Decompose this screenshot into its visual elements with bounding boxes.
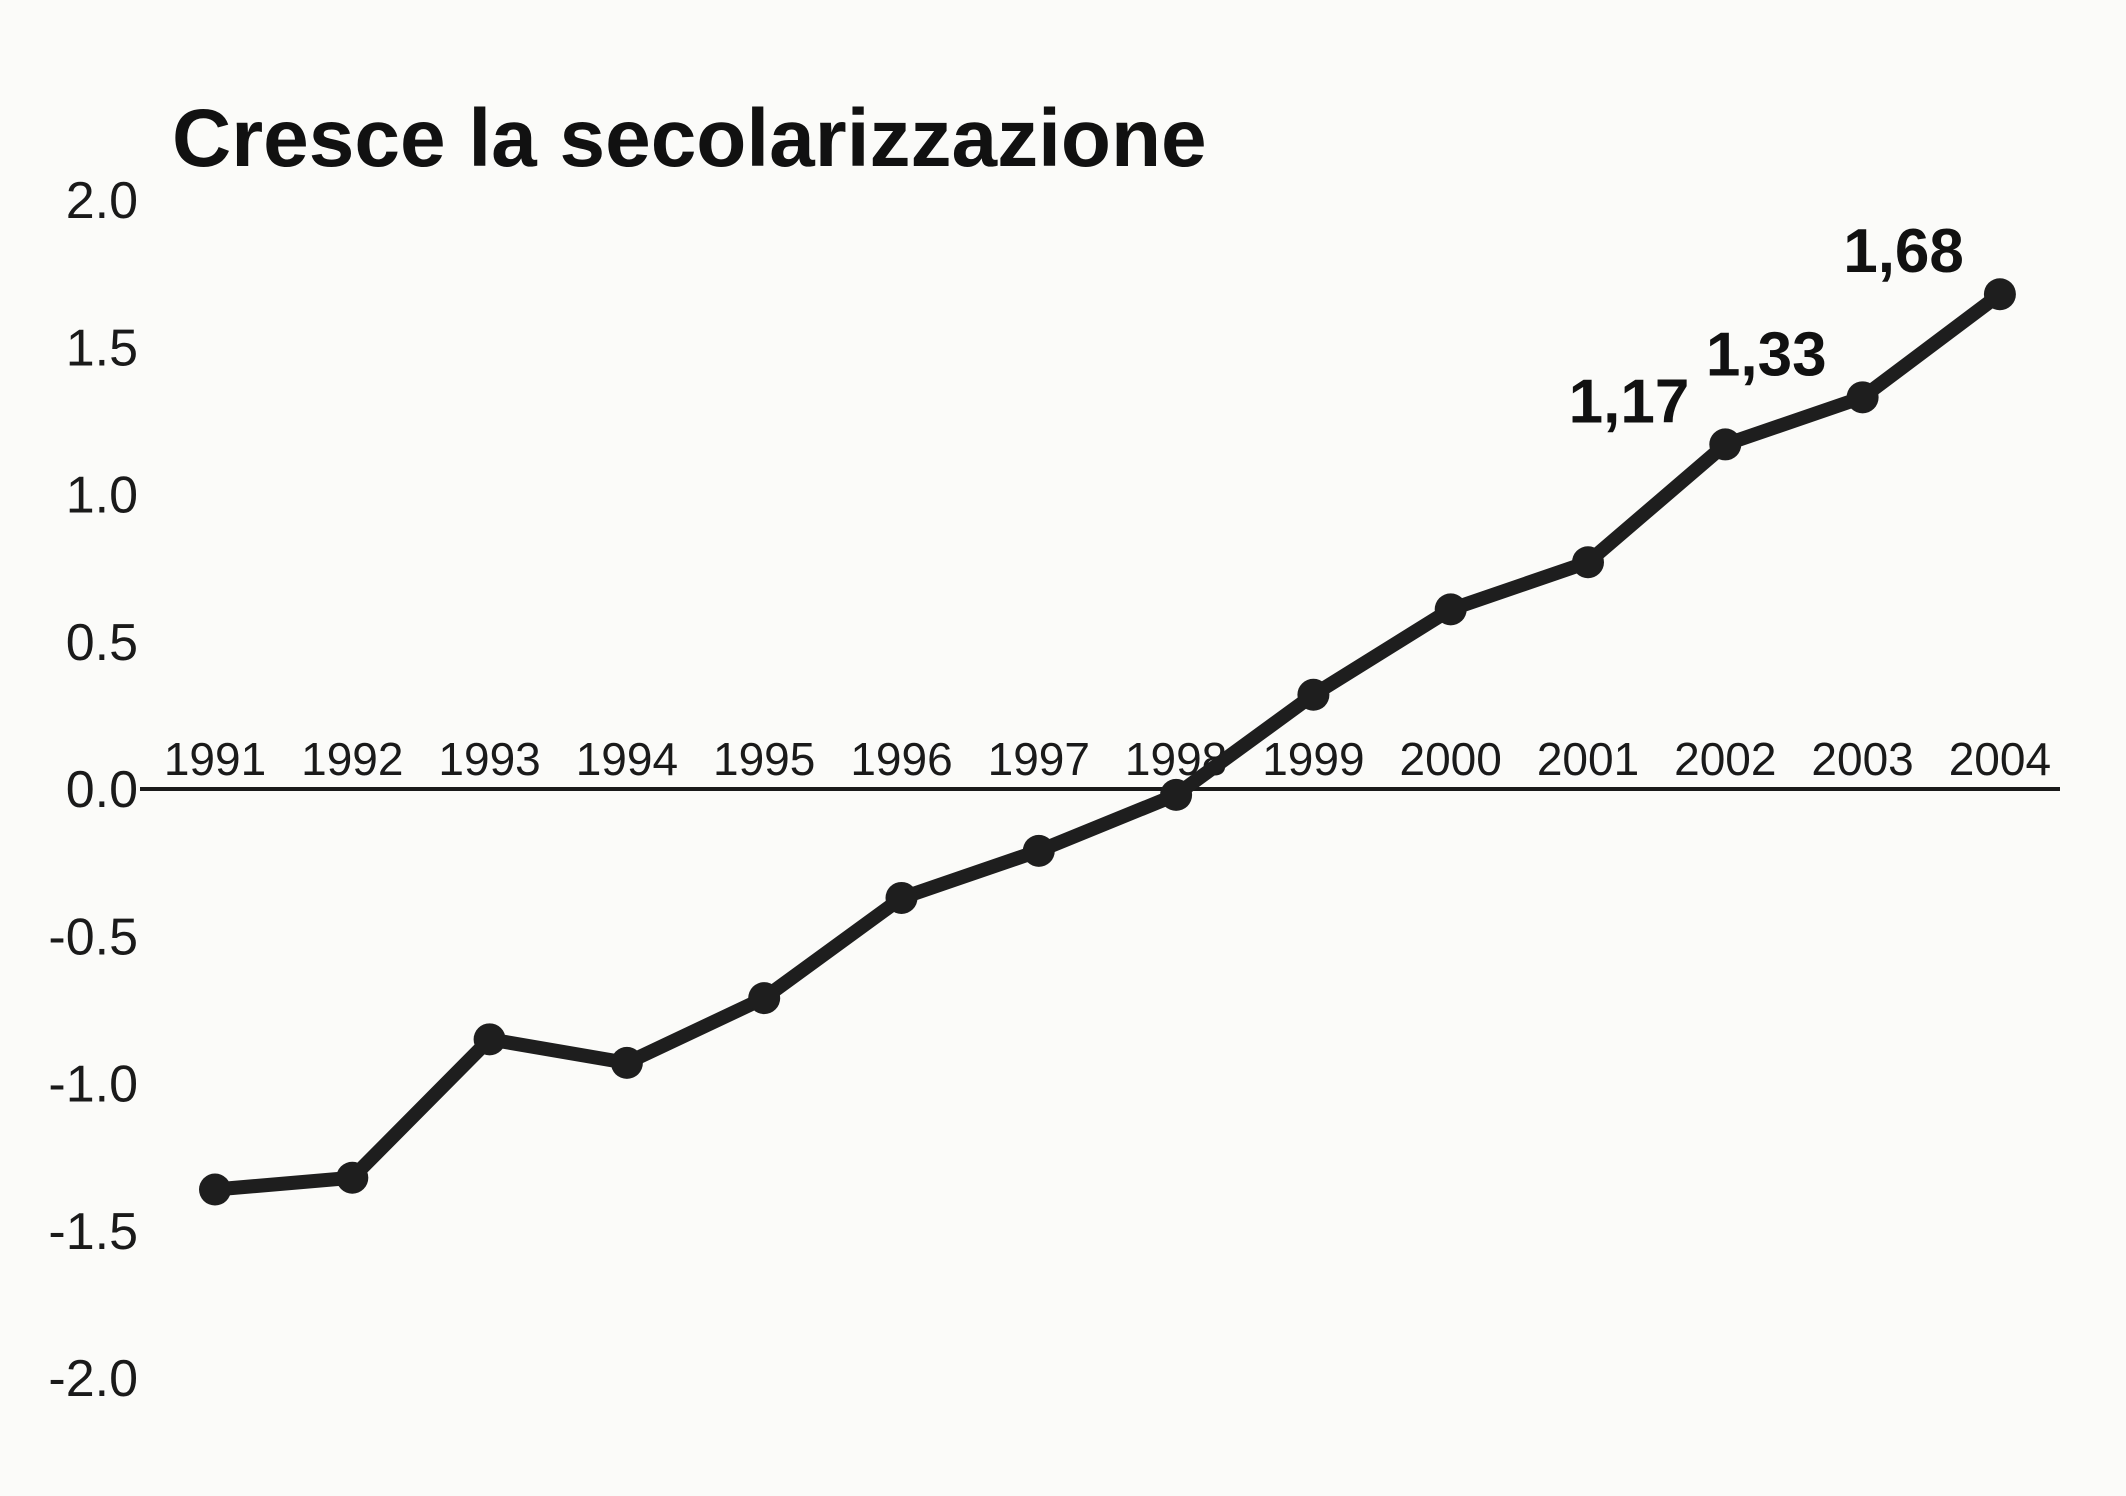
- chart-title: Cresce la secolarizzazione: [172, 93, 1207, 184]
- y-tick-label: -2.0: [48, 1350, 138, 1408]
- y-axis-ticks: 2.0 1.5 1.0 0.5 0.0 -0.5 -1.0 -1.5 -2.0: [48, 172, 138, 1408]
- x-tick-label: 2001: [1537, 733, 1639, 785]
- data-point: [610, 1046, 643, 1079]
- data-point: [1983, 278, 2016, 311]
- x-tick-label: 2004: [1949, 733, 2051, 785]
- x-axis-ticks: 1991 1992 1993 1994 1995 1996 1997 1998 1999 2000…: [164, 733, 2051, 785]
- y-tick-label: 1.5: [66, 319, 138, 377]
- data-label: 1,68: [1843, 217, 1964, 286]
- data-point: [473, 1023, 506, 1056]
- y-tick-label: 0.5: [66, 614, 138, 672]
- data-labels: 1,171,331,68: [1569, 217, 1964, 436]
- y-tick-label: -1.5: [48, 1203, 138, 1261]
- x-tick-label: 1992: [301, 733, 403, 785]
- data-points: [199, 278, 2016, 1206]
- data-point: [1846, 381, 1879, 414]
- data-point: [1709, 428, 1742, 461]
- x-tick-label: 1997: [988, 733, 1090, 785]
- data-point: [336, 1161, 369, 1194]
- y-tick-label: -0.5: [48, 908, 138, 966]
- data-label: 1,17: [1569, 367, 1690, 436]
- x-tick-label: 1999: [1262, 733, 1364, 785]
- x-tick-label: 2003: [1811, 733, 1913, 785]
- y-tick-label: 0.0: [66, 761, 138, 819]
- data-point: [1022, 834, 1055, 867]
- data-label: 1,33: [1706, 320, 1827, 389]
- data-point: [885, 881, 918, 914]
- series-line: [208, 287, 2007, 1197]
- data-point: [1160, 778, 1193, 811]
- data-point: [1572, 546, 1604, 579]
- x-tick-label: 2000: [1400, 733, 1502, 785]
- data-point: [1434, 593, 1467, 626]
- y-tick-label: 1.0: [66, 467, 138, 525]
- data-point: [1297, 678, 1330, 711]
- data-point: [199, 1173, 231, 1206]
- y-tick-label: -1.0: [48, 1056, 138, 1114]
- y-tick-label: 2.0: [66, 172, 138, 230]
- data-point: [748, 982, 781, 1015]
- x-tick-label: 1996: [850, 733, 952, 785]
- x-tick-label: 1991: [164, 733, 266, 785]
- x-tick-label: 1994: [576, 733, 678, 785]
- x-tick-label: 1993: [438, 733, 540, 785]
- x-tick-label: 2002: [1674, 733, 1776, 785]
- x-tick-label: 1995: [713, 733, 815, 785]
